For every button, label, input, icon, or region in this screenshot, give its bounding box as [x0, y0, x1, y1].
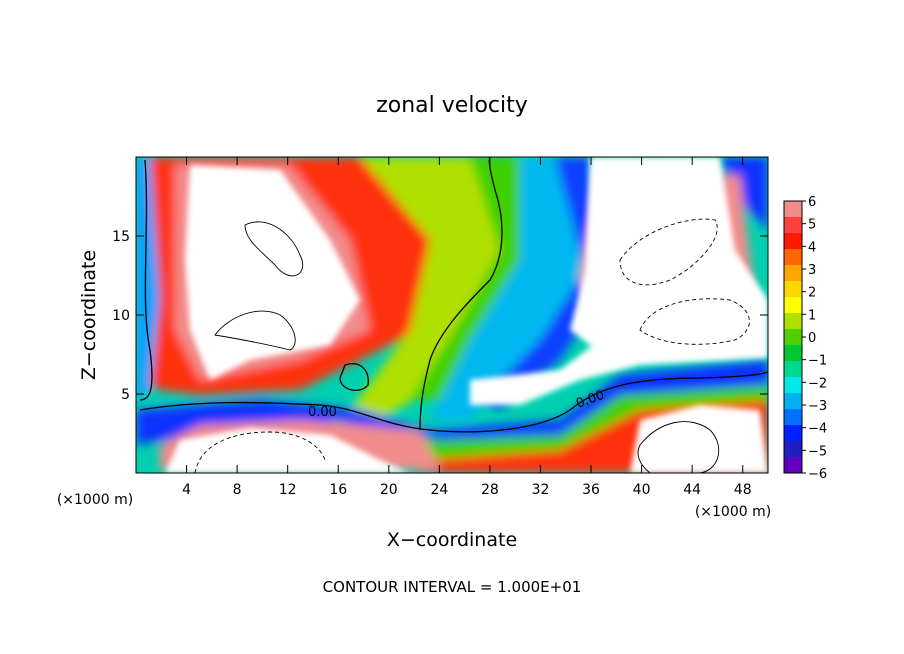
x-unit-left: (×1000 m): [57, 492, 133, 508]
x-tick-label-6: 28: [481, 482, 499, 498]
velocity-field: 0.00 0.00: [136, 157, 768, 473]
chart-title: zonal velocity: [376, 93, 528, 118]
colorbar-label-2: 4: [808, 240, 816, 255]
colorbar-label-6: 0: [808, 331, 816, 346]
colorbar-swatch-0: [784, 201, 802, 218]
colorbar-label-7: −1: [808, 354, 827, 369]
colorbar-label-0: 6: [808, 195, 816, 210]
colorbar-label-3: 3: [808, 263, 816, 278]
y-axis-ticks: 5 10 15: [112, 229, 768, 403]
colorbar-swatch-13: [784, 409, 802, 426]
colorbar-swatch-12: [784, 393, 802, 410]
colorbar-swatch-9: [784, 345, 802, 362]
colorbar-swatch-6: [784, 297, 802, 314]
x-tick-label-7: 32: [532, 482, 550, 498]
x-tick-label-9: 40: [633, 482, 651, 498]
colorbar-swatch-4: [784, 265, 802, 282]
x-axis-label: X−coordinate: [387, 529, 517, 551]
x-tick-label-4: 20: [380, 482, 398, 498]
colorbar-label-11: −5: [808, 444, 827, 459]
y-axis-label: Z−coordinate: [78, 250, 100, 380]
colorbar-label-10: −4: [808, 422, 827, 437]
x-tick-label-10: 44: [683, 482, 701, 498]
colorbar-label-5: 1: [808, 308, 816, 323]
y-tick-label-1: 10: [112, 308, 130, 324]
colorbar-swatch-11: [784, 377, 802, 394]
x-axis-ticks: 4 8 12 16 20 24 28 32 36 40 44 48: [182, 157, 752, 498]
colorbar: 6 5 4 3 2 1 0 −1 −2 −3 −4 −5 −6: [783, 195, 827, 482]
colorbar-swatch-5: [784, 281, 802, 298]
x-unit-right: (×1000 m): [695, 504, 771, 520]
colorbar-label-1: 5: [808, 218, 816, 233]
colorbar-swatch-14: [784, 425, 802, 442]
colorbar-swatch-8: [784, 329, 802, 346]
colorbar-label-8: −2: [808, 376, 827, 391]
y-tick-label-0: 5: [121, 387, 130, 403]
x-tick-label-11: 48: [734, 482, 752, 498]
contour-label-left: 0.00: [308, 405, 337, 420]
colorbar-swatch-2: [784, 233, 802, 250]
x-tick-label-1: 8: [233, 482, 242, 498]
colorbar-swatch-10: [784, 361, 802, 378]
contour-interval-note: CONTOUR INTERVAL = 1.000E+01: [323, 578, 582, 596]
colorbar-swatch-15: [784, 441, 802, 458]
x-tick-label-8: 36: [582, 482, 600, 498]
y-tick-label-2: 15: [112, 229, 130, 245]
colorbar-swatch-1: [784, 217, 802, 234]
colorbar-label-9: −3: [808, 399, 827, 414]
colorbar-label-12: −6: [808, 467, 827, 482]
x-tick-label-0: 4: [182, 482, 191, 498]
colorbar-swatch-3: [784, 249, 802, 266]
colorbar-swatch-16: [784, 457, 802, 474]
x-tick-label-2: 12: [279, 482, 297, 498]
colorbar-label-4: 2: [808, 286, 816, 301]
x-tick-label-5: 24: [430, 482, 448, 498]
x-tick-label-3: 16: [329, 482, 347, 498]
colorbar-swatch-7: [784, 313, 802, 330]
